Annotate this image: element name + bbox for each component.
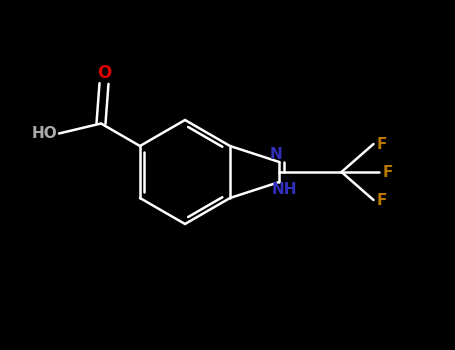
Text: O: O (97, 64, 111, 83)
Text: N: N (270, 147, 283, 162)
Text: HO: HO (32, 126, 58, 141)
Text: F: F (382, 164, 393, 180)
Text: F: F (376, 193, 387, 208)
Text: NH: NH (272, 182, 297, 197)
Text: F: F (376, 136, 387, 152)
